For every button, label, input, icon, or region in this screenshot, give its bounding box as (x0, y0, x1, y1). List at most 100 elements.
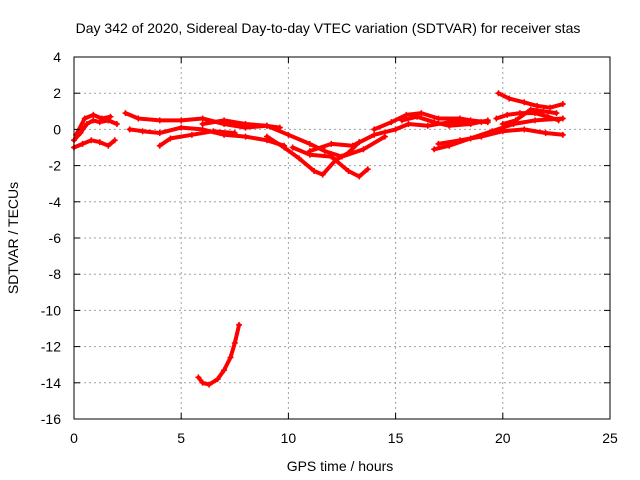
series-arc-11 (371, 110, 485, 133)
data-point (544, 113, 551, 120)
data-point (531, 117, 538, 124)
series-arc-5 (126, 124, 288, 149)
data-point (242, 120, 249, 127)
series-line (196, 322, 242, 387)
data-point (405, 120, 412, 127)
data-point (527, 106, 534, 113)
data-point (206, 381, 213, 388)
data-point (188, 131, 195, 138)
data-point (559, 115, 566, 122)
x-axis-label: GPS time / hours (287, 458, 394, 474)
data-point (90, 117, 97, 124)
data-point (236, 321, 243, 328)
series-arc-6 (156, 128, 238, 149)
data-point (371, 131, 378, 138)
series-arc-2 (71, 137, 118, 151)
data-point (199, 120, 206, 127)
data-point (542, 130, 549, 137)
y-tick-labels: 4 2 0 -2 -4 -6 -8 -10 -12 -14 -16 (41, 49, 61, 427)
data-point (156, 117, 163, 124)
data-point (495, 90, 502, 97)
data-point (167, 135, 174, 142)
data-point (328, 153, 335, 160)
data-point (493, 115, 500, 122)
data-point (360, 146, 367, 153)
y-tick-label: -12 (41, 339, 61, 355)
data-point (345, 149, 352, 156)
data-point (553, 110, 560, 117)
data-point (381, 133, 388, 140)
series-line (265, 134, 362, 177)
x-tick-label: 15 (388, 430, 404, 446)
series-line (496, 91, 565, 110)
series-arc-12 (399, 113, 491, 129)
data-point (88, 137, 95, 144)
data-point (559, 131, 566, 138)
data-point (306, 140, 313, 147)
data-point (90, 111, 97, 118)
data-point (311, 168, 318, 175)
data-point (484, 117, 491, 124)
data-point (105, 142, 112, 149)
data-point (424, 122, 431, 129)
data-point (446, 122, 453, 129)
data-point (221, 367, 228, 374)
y-tick-label: -2 (49, 158, 62, 174)
data-point (242, 133, 249, 140)
y-tick-label: -16 (41, 411, 61, 427)
data-point (178, 117, 185, 124)
data-point (122, 110, 129, 117)
data-point (281, 144, 288, 151)
data-point (135, 115, 142, 122)
data-point (156, 142, 163, 149)
data-point (319, 171, 326, 178)
data-point (540, 108, 547, 115)
data-point (296, 155, 303, 162)
data-point (156, 130, 163, 137)
data-point (285, 131, 292, 138)
data-point (83, 120, 90, 127)
data-point (521, 126, 528, 133)
x-tick-label: 20 (495, 430, 511, 446)
data-point (534, 102, 541, 109)
series-arc-18 (195, 321, 243, 388)
data-point (321, 148, 328, 155)
data-point (111, 137, 118, 144)
data-point (388, 119, 395, 126)
data-point (107, 113, 114, 120)
x-tick-label: 0 (70, 430, 78, 446)
data-point (349, 142, 356, 149)
data-point (199, 115, 206, 122)
x-tick-labels: 0 5 10 15 20 25 (70, 430, 618, 446)
data-point (504, 111, 511, 118)
data-point (364, 166, 371, 173)
chart-title: Day 342 of 2020, Sidereal Day-to-day VTE… (76, 20, 581, 36)
axis-ticks (73, 56, 611, 420)
data-point (96, 119, 103, 126)
data-point (392, 126, 399, 133)
data-point (467, 120, 474, 127)
data-point (195, 374, 202, 381)
data-point (79, 140, 86, 147)
data-point (399, 117, 406, 124)
data-point (289, 144, 296, 151)
data-point (306, 148, 313, 155)
data-point (263, 133, 270, 140)
data-point (178, 124, 185, 131)
data-point (263, 122, 270, 129)
series-arc-7 (199, 117, 388, 160)
data-point (435, 115, 442, 122)
data-point (126, 126, 133, 133)
data-point (227, 354, 234, 361)
data-point (418, 110, 425, 117)
data-point (113, 120, 120, 127)
data-point (555, 117, 562, 124)
data-point (98, 115, 105, 122)
data-point (521, 99, 528, 106)
series-line (290, 145, 370, 179)
y-axis-label: SDTVAR / TECUs (5, 182, 21, 294)
data-point (478, 133, 485, 140)
data-point (431, 119, 438, 126)
series-arc-17 (499, 106, 560, 127)
